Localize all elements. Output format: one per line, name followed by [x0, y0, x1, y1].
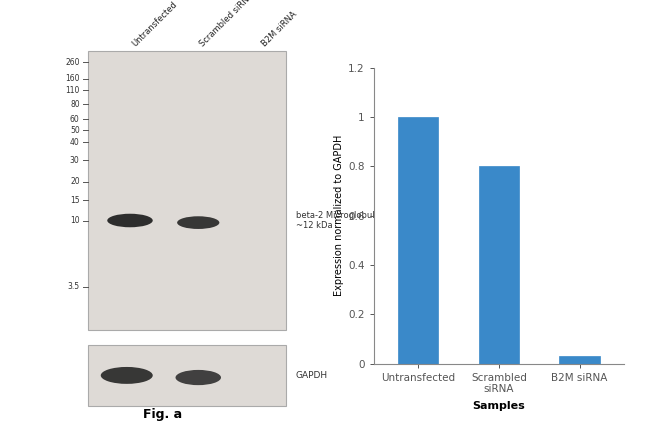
Text: 20: 20: [70, 178, 80, 187]
Bar: [398, 117, 438, 364]
Bar: [560, 356, 600, 364]
Text: 10: 10: [70, 216, 80, 225]
Text: 15: 15: [70, 195, 80, 205]
Text: Fig. a: Fig. a: [143, 408, 182, 421]
Text: beta-2 Microglobulin
~12 kDa: beta-2 Microglobulin ~12 kDa: [296, 211, 382, 230]
X-axis label: Samples: Samples: [473, 401, 525, 411]
Text: Untransfected: Untransfected: [130, 0, 179, 49]
Y-axis label: Expression normalized to GAPDH: Expression normalized to GAPDH: [334, 135, 344, 297]
Text: 40: 40: [70, 138, 80, 147]
Text: B2M siRNA: B2M siRNA: [260, 10, 299, 49]
Text: 30: 30: [70, 156, 80, 165]
Text: 3.5: 3.5: [68, 282, 80, 291]
Bar: [88, 51, 286, 330]
Text: 80: 80: [70, 100, 80, 109]
Text: Scrambled siRNA: Scrambled siRNA: [198, 0, 256, 49]
Text: 110: 110: [65, 86, 80, 95]
Bar: [88, 345, 286, 406]
Text: 60: 60: [70, 115, 80, 124]
Text: GAPDH: GAPDH: [296, 371, 328, 380]
Ellipse shape: [176, 370, 221, 385]
Ellipse shape: [101, 367, 153, 384]
Ellipse shape: [107, 214, 153, 227]
Text: 160: 160: [65, 74, 80, 83]
Ellipse shape: [177, 216, 220, 229]
Text: 50: 50: [70, 126, 80, 135]
Text: 260: 260: [65, 58, 80, 67]
Bar: [478, 166, 519, 364]
